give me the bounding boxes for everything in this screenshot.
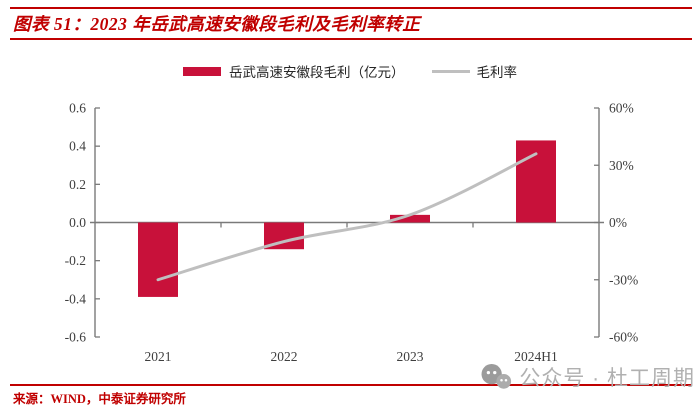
svg-text:2021: 2021 (145, 349, 172, 364)
watermark-text: 公众号 · 杜工周期 (519, 367, 695, 390)
svg-text:-0.4: -0.4 (65, 291, 87, 306)
svg-text:0.6: 0.6 (69, 101, 86, 116)
line-swatch-icon (431, 69, 470, 73)
chart-legend: 岳武高速安徽段毛利（亿元） 毛利率 (0, 61, 700, 81)
svg-text:0.4: 0.4 (69, 139, 86, 154)
source-note: 来源：WIND，中泰证券研究所 (13, 392, 186, 406)
title-underline-rule (10, 38, 692, 40)
svg-text:2022: 2022 (271, 349, 298, 364)
legend-item-gross-profit: 岳武高速安徽段毛利（亿元） (183, 61, 405, 81)
svg-text:-0.6: -0.6 (65, 330, 87, 345)
svg-text:0%: 0% (609, 215, 627, 230)
svg-text:60%: 60% (609, 101, 634, 116)
svg-text:0.2: 0.2 (69, 177, 86, 192)
figure-title: 图表 51：2023 年岳武高速安徽段毛利及毛利率转正 (13, 14, 421, 34)
svg-text:30%: 30% (609, 158, 634, 173)
watermark: 公众号 · 杜工周期 (480, 362, 695, 392)
bottom-rule (10, 384, 692, 386)
svg-text:-30%: -30% (609, 272, 638, 287)
top-rule (10, 7, 692, 9)
svg-text:2023: 2023 (397, 349, 424, 364)
svg-text:-0.2: -0.2 (65, 253, 86, 268)
bar-swatch-icon (183, 66, 221, 76)
legend-item-gross-margin: 毛利率 (431, 61, 518, 81)
wechat-icon (481, 363, 512, 389)
svg-text:-60%: -60% (609, 330, 638, 345)
svg-text:0.0: 0.0 (69, 215, 86, 230)
legend-label-gross-margin: 毛利率 (476, 65, 518, 80)
legend-label-gross-profit: 岳武高速安徽段毛利（亿元） (229, 65, 405, 80)
